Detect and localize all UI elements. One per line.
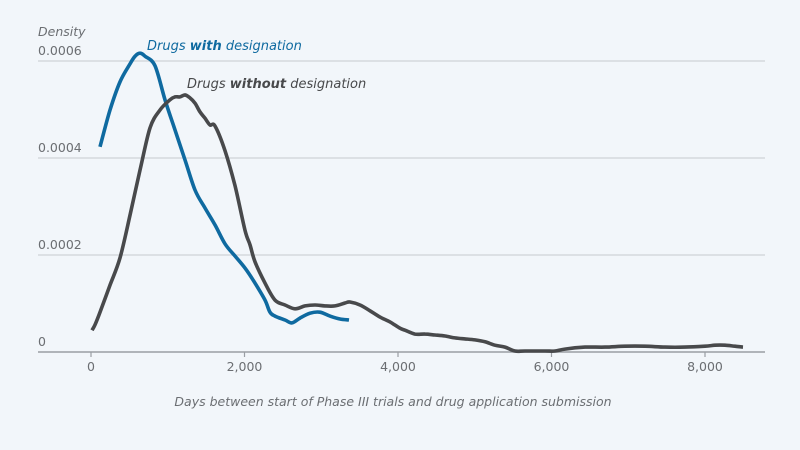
label-part: with xyxy=(190,39,222,54)
y-tick-label: 0.0006 xyxy=(38,43,82,58)
y-tick-label: 0.0002 xyxy=(38,237,82,252)
label-part: without xyxy=(230,77,287,92)
x-axis: 0 2,000 4,000 6,000 8,000 xyxy=(87,352,723,374)
x-tick-label: 4,000 xyxy=(380,359,416,374)
label-drugs-without-designation: Drugs without designation xyxy=(187,77,366,92)
series-lines xyxy=(90,51,744,354)
y-tick-labels: 0 0.0002 0.0004 0.0006 xyxy=(38,43,82,349)
y-axis-title: Density xyxy=(38,24,86,39)
series-line-with-designation xyxy=(98,51,350,325)
y-tick-label: 0 xyxy=(38,334,46,349)
label-drugs-with-designation: Drugs with designation xyxy=(147,39,302,54)
series-line-without-designation xyxy=(90,93,744,354)
gridlines xyxy=(38,60,765,353)
x-axis-title: Days between start of Phase III trials a… xyxy=(174,394,611,409)
label-part: designation xyxy=(222,39,302,54)
label-part: Drugs xyxy=(187,77,230,92)
label-part: Drugs xyxy=(147,39,190,54)
x-tick-label: 0 xyxy=(87,359,95,374)
y-tick-label: 0.0004 xyxy=(38,140,82,155)
label-part: designation xyxy=(286,77,366,92)
x-tick-label: 8,000 xyxy=(687,359,723,374)
x-tick-label: 2,000 xyxy=(227,359,263,374)
x-tick-label: 6,000 xyxy=(534,359,570,374)
